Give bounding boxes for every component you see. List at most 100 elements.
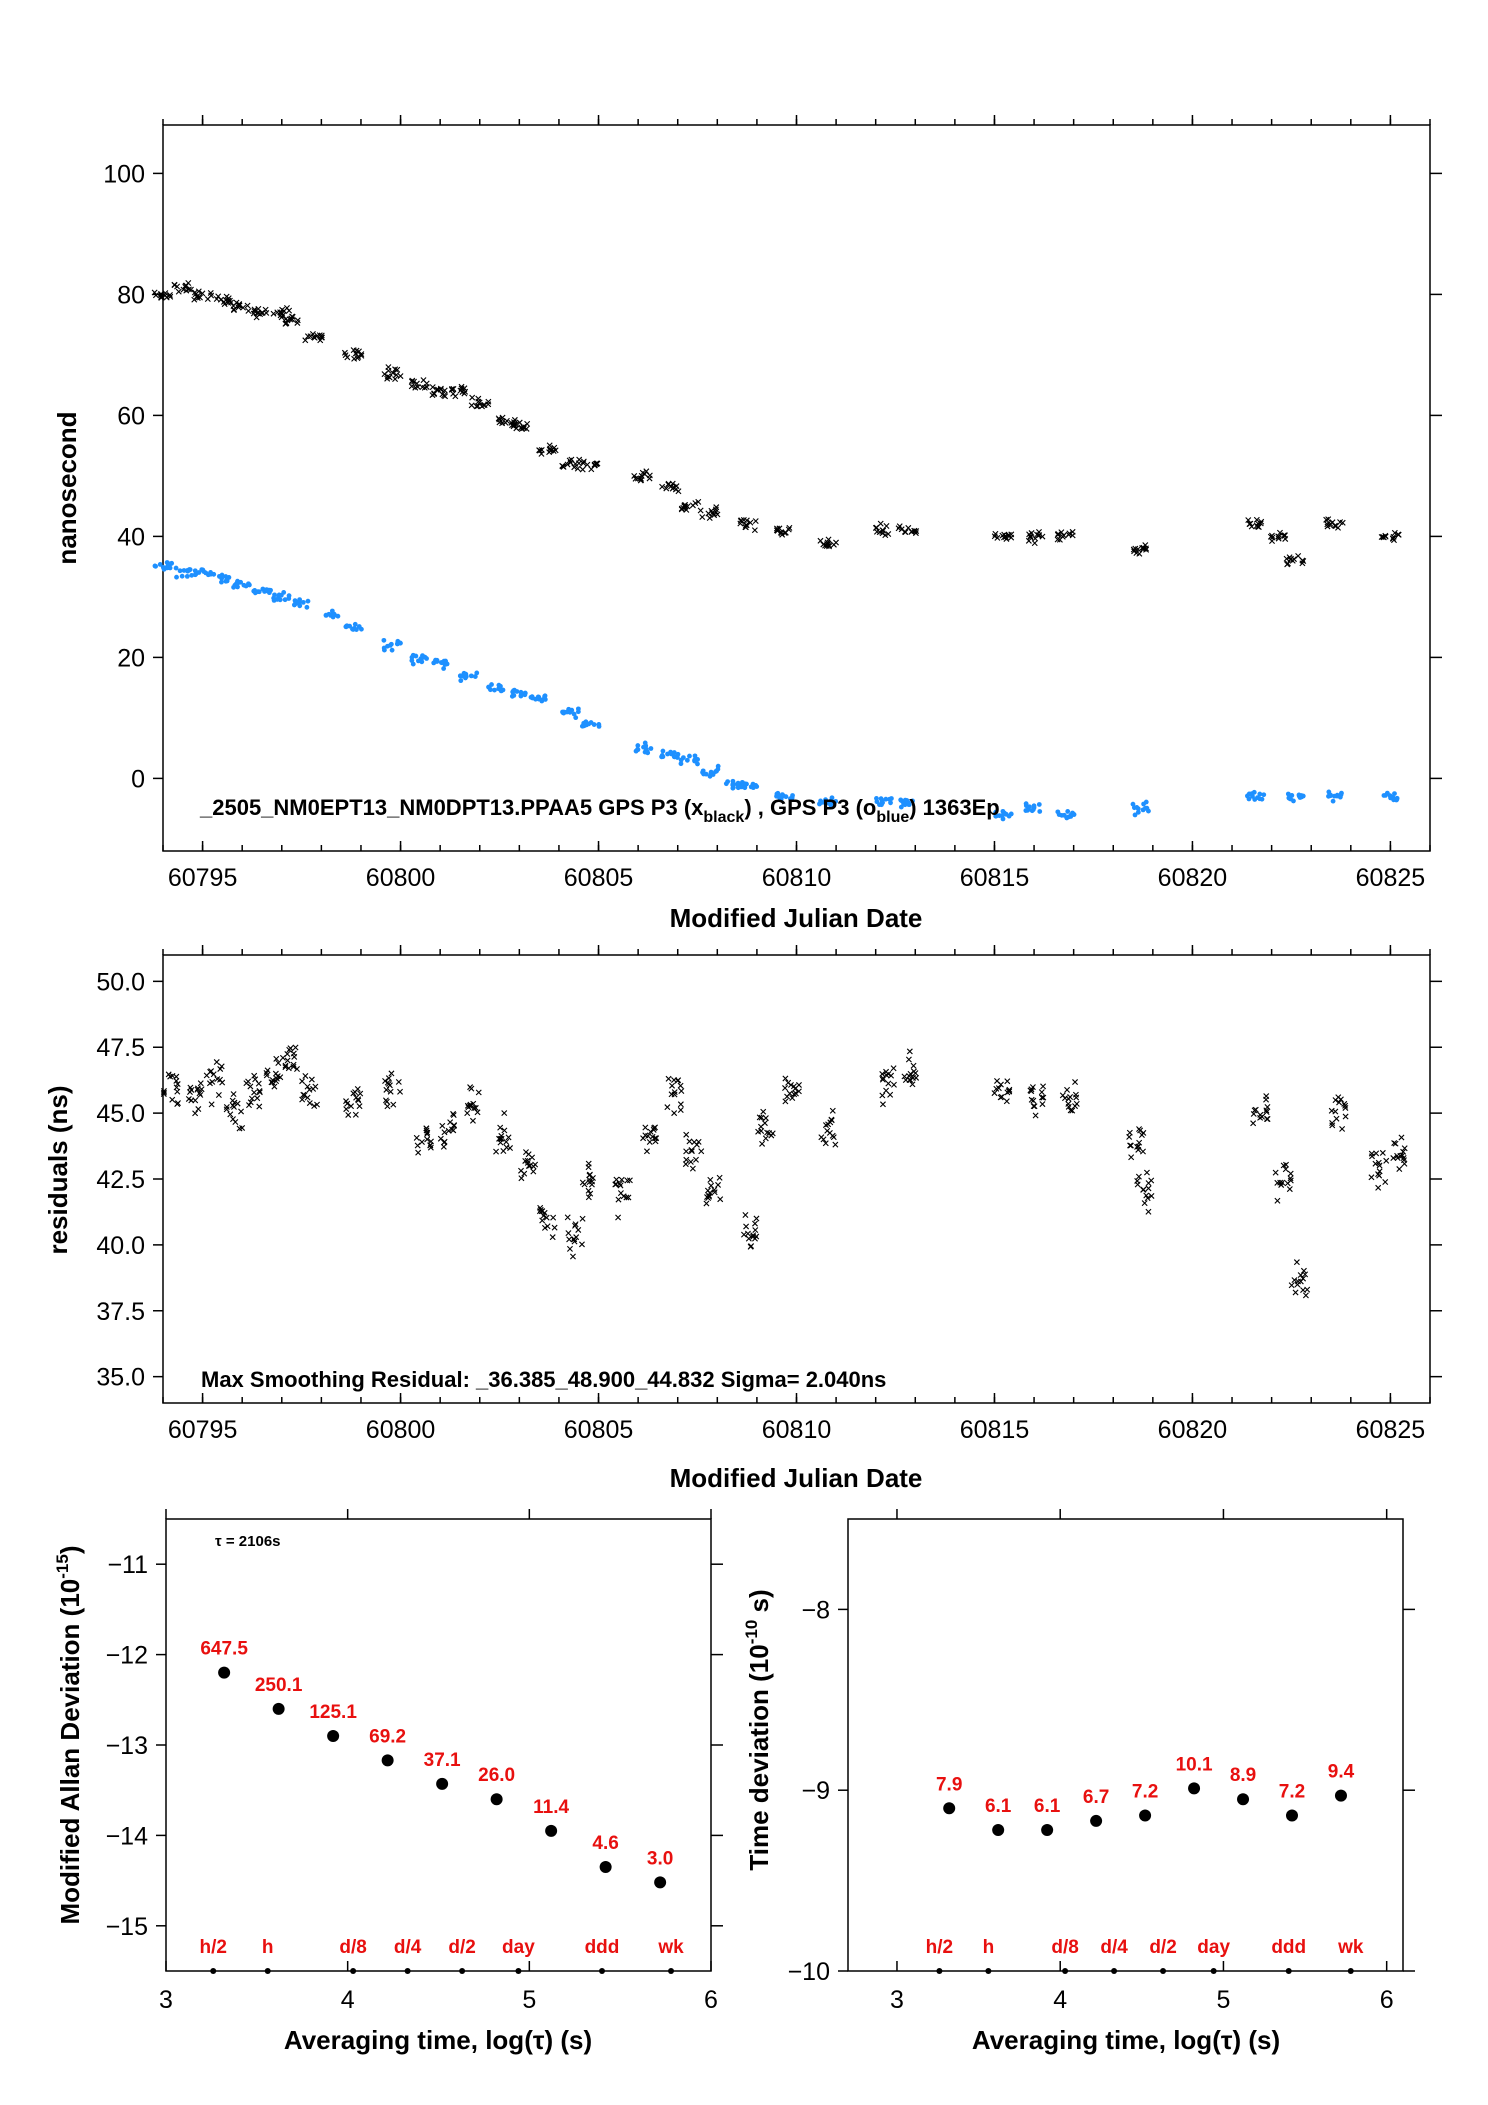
data-point — [708, 1182, 715, 1189]
data-point — [645, 1133, 652, 1139]
data-point — [196, 1090, 203, 1097]
data-point — [1143, 1169, 1150, 1176]
point-value-label: 7.9 — [936, 1774, 962, 1795]
deviation-point — [943, 1802, 956, 1815]
data-point — [234, 1100, 241, 1107]
data-point — [581, 723, 587, 729]
data-point — [355, 348, 362, 355]
data-point — [1145, 1185, 1152, 1192]
data-point — [827, 1119, 834, 1126]
data-point — [175, 288, 182, 295]
data-point — [383, 1086, 390, 1093]
data-point — [1381, 793, 1387, 798]
point-value-label: 9.4 — [1328, 1762, 1355, 1783]
data-point — [1300, 1275, 1307, 1282]
interval-label: d/2 — [1149, 1937, 1176, 1958]
data-point — [256, 1088, 263, 1095]
data-point — [536, 694, 542, 700]
data-point — [1276, 529, 1283, 536]
data-point — [1038, 1094, 1045, 1101]
interval-marker — [985, 1968, 992, 1974]
data-point — [381, 645, 387, 651]
data-point — [700, 769, 705, 775]
data-point — [409, 377, 416, 384]
data-point — [1134, 1143, 1141, 1150]
data-point — [1250, 1110, 1257, 1117]
data-point — [587, 1190, 594, 1197]
data-point — [659, 483, 666, 490]
interval-marker — [459, 1968, 466, 1974]
data-point — [1061, 1095, 1068, 1102]
data-point — [203, 1072, 210, 1079]
data-point — [1127, 1142, 1134, 1149]
data-point — [715, 763, 721, 769]
data-point — [910, 798, 915, 804]
data-point — [575, 1226, 582, 1233]
x-tick-label: 3 — [159, 1986, 173, 2014]
data-point — [574, 465, 581, 472]
data-point — [1059, 533, 1066, 540]
data-point — [1023, 801, 1029, 807]
data-point — [518, 1167, 525, 1174]
data-point — [1391, 529, 1398, 536]
data-point — [717, 1196, 724, 1203]
data-point — [1055, 530, 1062, 537]
x-tick-label: 60810 — [762, 864, 832, 892]
y-tick-label: 20 — [117, 644, 145, 672]
data-point — [305, 598, 311, 604]
data-point — [747, 519, 754, 526]
x-tick-label: 60815 — [960, 1416, 1030, 1444]
data-point — [286, 1046, 293, 1053]
data-point — [578, 1241, 585, 1248]
data-point — [906, 1048, 913, 1055]
data-point — [883, 796, 889, 802]
data-point — [463, 675, 468, 681]
x-tick-label: 60805 — [564, 864, 634, 892]
data-point — [308, 1076, 315, 1083]
data-point — [542, 697, 548, 702]
data-point — [730, 781, 736, 787]
data-point — [549, 1234, 556, 1241]
interval-marker — [1160, 1968, 1167, 1974]
data-point — [1292, 1289, 1299, 1296]
data-point — [761, 1120, 768, 1127]
y-tick-label: −10 — [788, 1958, 830, 1986]
data-point — [743, 517, 750, 524]
y-tick-label: 0 — [131, 765, 145, 793]
data-point — [158, 294, 165, 301]
data-point — [246, 581, 251, 587]
residuals-frame — [162, 954, 1431, 1404]
data-point — [623, 1194, 630, 1201]
data-point — [384, 1079, 391, 1086]
data-point — [887, 796, 892, 802]
point-value-label: 10.1 — [1176, 1754, 1213, 1775]
data-point — [311, 334, 318, 341]
point-value-label: 69.2 — [369, 1726, 406, 1747]
data-point — [250, 310, 257, 317]
data-point — [1259, 1113, 1266, 1120]
data-point — [290, 1063, 297, 1070]
data-point — [151, 289, 158, 296]
data-point — [1295, 1278, 1302, 1285]
data-point — [905, 524, 912, 531]
interval-label: d/8 — [339, 1937, 366, 1958]
data-point — [573, 715, 579, 721]
data-point — [157, 562, 163, 567]
data-point — [389, 647, 395, 653]
data-point — [475, 1089, 482, 1096]
data-point — [1392, 1140, 1399, 1147]
data-point — [1282, 1166, 1289, 1173]
data-point — [1059, 812, 1065, 818]
data-point — [424, 1136, 431, 1143]
data-point — [664, 1104, 671, 1111]
data-point — [571, 464, 578, 471]
deviation-point — [327, 1729, 340, 1742]
data-point — [252, 1076, 259, 1083]
data-point — [153, 563, 159, 569]
data-point — [635, 743, 641, 748]
interval-label: d/8 — [1051, 1937, 1078, 1958]
data-point — [194, 1086, 201, 1093]
data-point — [518, 689, 524, 695]
time-series-ylabel: nanosecond — [52, 411, 82, 564]
data-point — [393, 371, 400, 378]
